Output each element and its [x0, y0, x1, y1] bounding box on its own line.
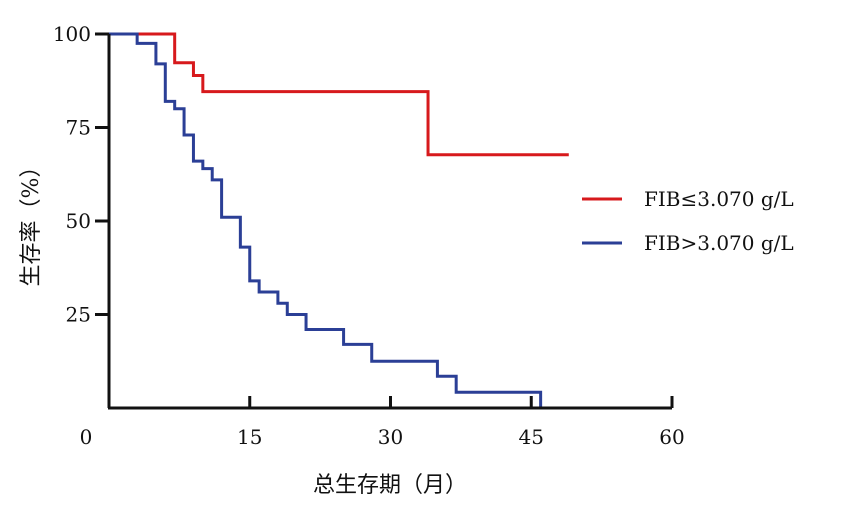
y-ticks: 25 50 75 100 [53, 22, 109, 327]
y-tick-label: 100 [53, 22, 91, 46]
legend: FIB≤3.070 g/L FIB>3.070 g/L [582, 187, 794, 255]
x-ticks: 0 15 30 45 60 [80, 396, 685, 449]
legend-label: FIB≤3.070 g/L [644, 187, 794, 211]
x-tick-label: 45 [519, 425, 544, 449]
x-tick-label: 60 [659, 425, 684, 449]
legend-label: FIB>3.070 g/L [644, 231, 794, 255]
series-line-2 [109, 32, 543, 408]
series-line-1 [109, 32, 569, 157]
y-tick-label: 75 [66, 116, 91, 140]
y-axis-label: 生存率（%） [19, 156, 44, 287]
y-tick-label: 50 [66, 209, 91, 233]
x-tick-label: 0 [80, 425, 93, 449]
x-tick-label: 30 [378, 425, 403, 449]
survival-curves [109, 32, 569, 408]
x-tick-label: 15 [237, 425, 262, 449]
x-axis-label: 总生存期（月） [313, 473, 467, 498]
y-tick-label: 25 [66, 303, 91, 327]
